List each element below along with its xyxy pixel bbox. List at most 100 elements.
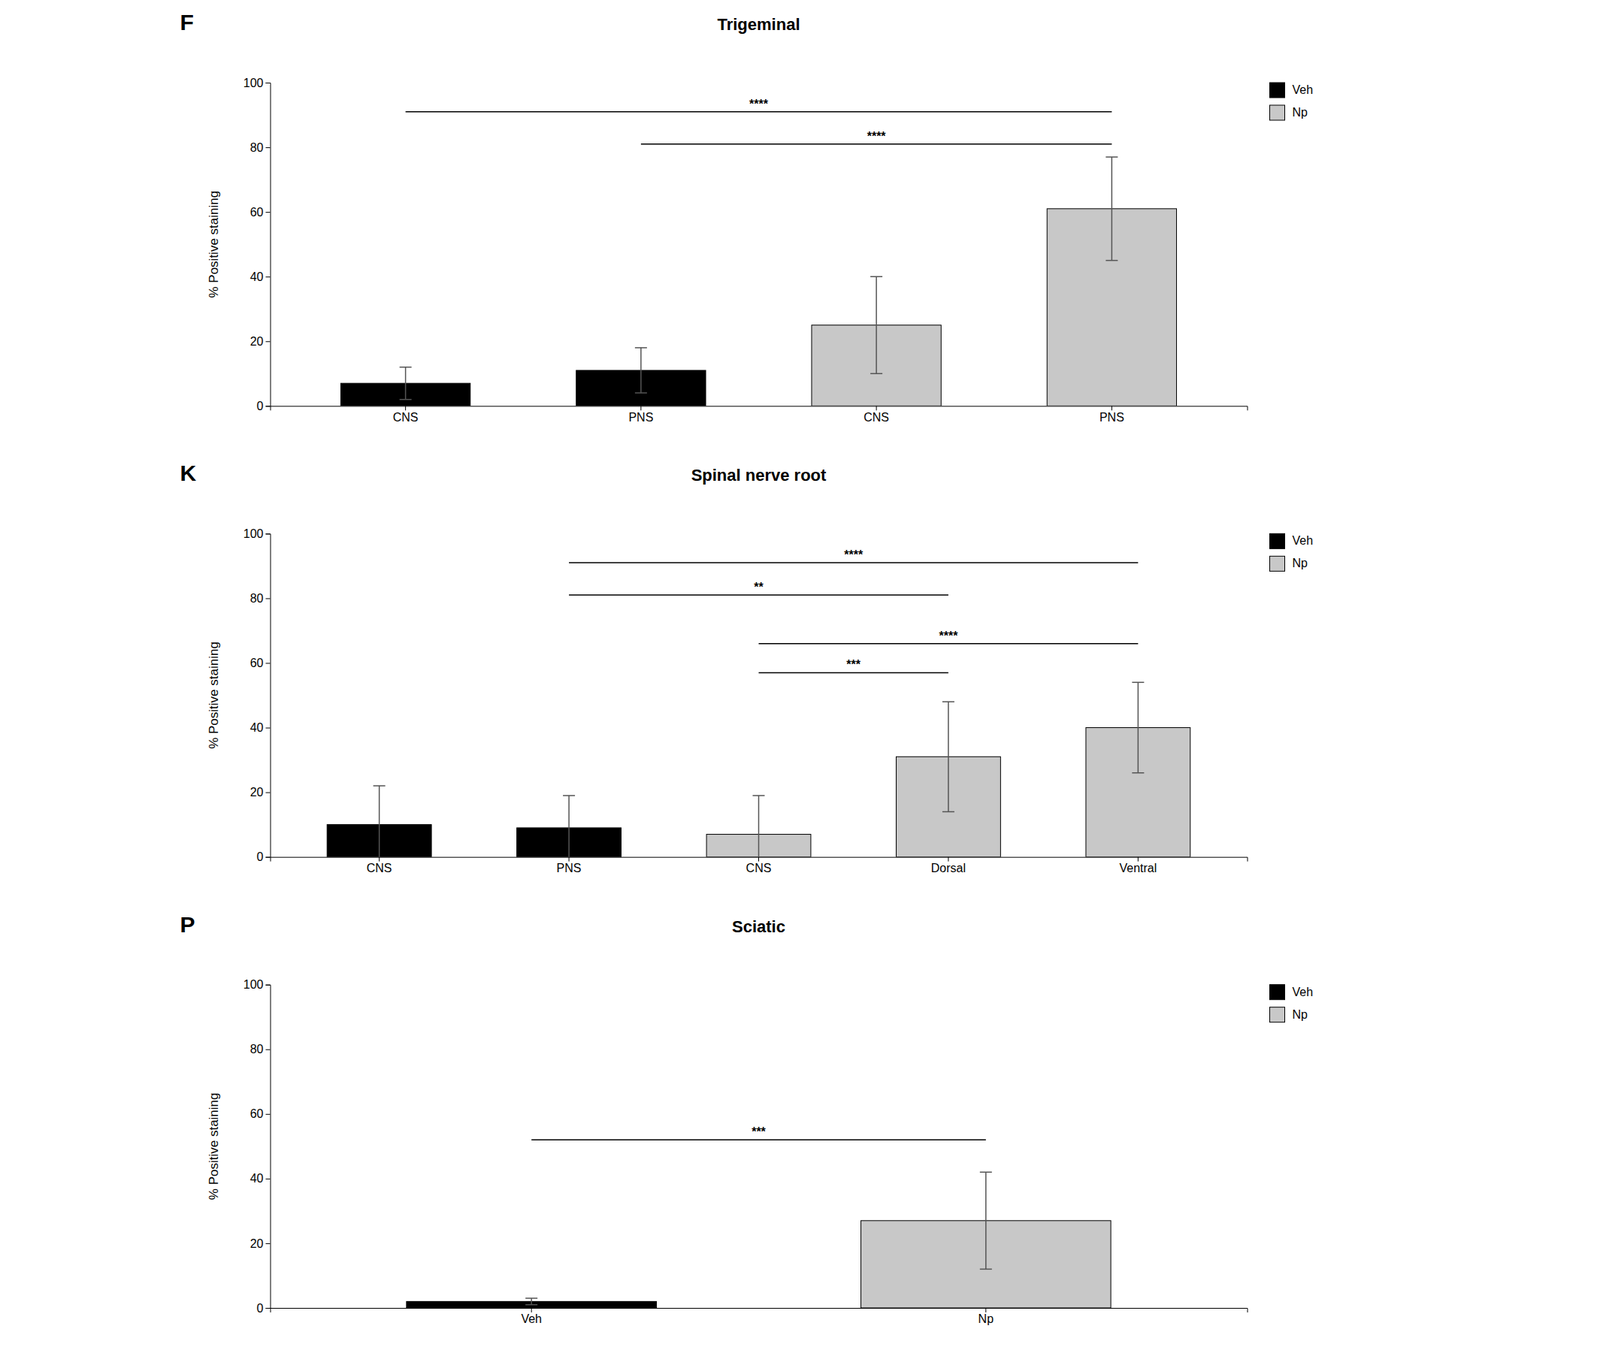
legend-swatch [1270, 556, 1286, 572]
tick-label: CNS [746, 862, 772, 875]
legend-item: Veh [1270, 82, 1314, 98]
error-bar [399, 367, 412, 400]
error-bar-stem [530, 1298, 533, 1306]
legend-label: Veh [1292, 83, 1314, 97]
panel-label: P [180, 912, 196, 938]
tick-mark [266, 405, 271, 407]
tick-mark [985, 1308, 987, 1313]
tick-mark [1137, 857, 1139, 863]
error-bar-stem [875, 276, 878, 374]
error-bar-cap [399, 366, 412, 369]
error-bar-cap [562, 795, 575, 797]
error-bar-cap [753, 795, 766, 797]
tick-label: 60 [250, 656, 264, 670]
bar-series [706, 682, 1191, 857]
error-bar-cap [1105, 260, 1118, 262]
tick-label: 40 [250, 270, 264, 284]
legend-swatch [1270, 82, 1286, 98]
significance-label: **** [749, 97, 769, 111]
tick-mark [266, 1308, 271, 1310]
x-tick: CNS [746, 857, 772, 875]
plot-area [340, 157, 1177, 406]
significance-line [568, 562, 1138, 564]
legend-swatch [1270, 105, 1286, 121]
axis-line [266, 985, 272, 1309]
significance-label: ** [753, 580, 764, 594]
legend-item: Veh [1270, 985, 1314, 1001]
error-bar [942, 701, 955, 812]
tick-mark [266, 211, 271, 213]
error-bar [1131, 682, 1144, 773]
tick-label: PNS [556, 862, 582, 875]
error-bar [373, 786, 386, 858]
tick-mark [266, 276, 271, 278]
significance-label: *** [751, 1125, 766, 1139]
y-tick: 0 [257, 1302, 271, 1316]
error-bar-stem [1111, 157, 1114, 261]
tick-label: 100 [243, 76, 264, 90]
error-bar-stem [568, 795, 570, 858]
error-bar-stem [758, 795, 760, 858]
axis-line [270, 406, 1248, 412]
tick-mark [266, 533, 271, 535]
y-axis-title: % Positive staining [206, 1092, 221, 1201]
tick-mark [266, 341, 271, 342]
plot-area [406, 1172, 1111, 1309]
tick-mark [266, 1049, 271, 1051]
chart-title: Spinal nerve root [691, 465, 827, 485]
tick-label: Np [978, 1312, 995, 1326]
y-tick: 20 [250, 786, 271, 799]
panel-label: F [180, 9, 194, 35]
x-tick: Ventral [1119, 857, 1157, 875]
tick-label: 80 [250, 141, 264, 155]
y-axis: 020406080100 [243, 76, 271, 413]
error-bar-cap [979, 1269, 993, 1271]
tick-mark [758, 857, 760, 863]
legend-label: Np [1292, 556, 1309, 570]
error-bar [753, 795, 766, 858]
significance-label: *** [846, 658, 861, 672]
y-tick: 20 [250, 335, 271, 348]
y-tick: 40 [250, 270, 271, 284]
y-tick: 80 [250, 1043, 271, 1056]
error-bar-cap [635, 392, 648, 394]
y-axis: 020406080100 [243, 978, 271, 1315]
bar-series [340, 347, 706, 406]
y-axis-title: % Positive staining [206, 190, 221, 299]
tick-label: 20 [250, 1237, 264, 1251]
significance-line [759, 643, 1139, 645]
error-bar-cap [635, 347, 648, 349]
error-bar [562, 795, 575, 858]
tick-mark [266, 1114, 271, 1116]
x-axis: CNSPNSCNSPNS [270, 405, 1248, 424]
significance-line [641, 143, 1113, 146]
bar-series [406, 1298, 657, 1309]
error-bar-stem [947, 701, 950, 812]
error-bar [635, 347, 648, 394]
tick-mark [266, 1179, 271, 1180]
significance-label: **** [938, 629, 959, 643]
tick-mark [266, 598, 271, 599]
significance: ******** [405, 97, 1113, 145]
x-axis: VehNp [270, 1308, 1248, 1326]
error-bar-cap [979, 1172, 993, 1174]
tick-label: CNS [366, 862, 393, 875]
y-axis-title: % Positive staining [206, 641, 221, 750]
axis-line [270, 857, 1248, 863]
plot-area [326, 682, 1191, 857]
significance-line [405, 111, 1113, 113]
y-tick: 100 [243, 76, 271, 90]
legend-swatch [1270, 1007, 1286, 1023]
significance: *** [531, 1125, 987, 1141]
error-bar [870, 276, 883, 374]
y-tick: 40 [250, 721, 271, 735]
bar-series [861, 1172, 1112, 1309]
error-bar-cap [942, 701, 955, 703]
tick-label: Ventral [1119, 862, 1157, 875]
tick-label: PNS [1099, 411, 1125, 424]
legend-swatch [1270, 533, 1286, 549]
tick-label: 80 [250, 592, 264, 605]
axis-line [266, 83, 272, 407]
bar-series [811, 157, 1177, 406]
tick-label: 100 [243, 527, 264, 541]
